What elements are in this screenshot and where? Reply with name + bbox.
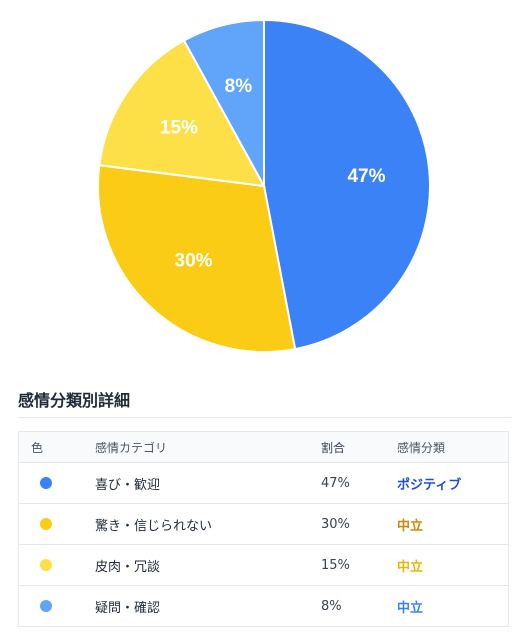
category-cell: 喜び・歓迎 <box>95 462 321 504</box>
category-cell: 疑問・確認 <box>95 600 161 616</box>
pie-slice <box>263 18 431 351</box>
section-title: 感情分類別詳細 <box>18 391 131 410</box>
header-category: 感情カテゴリ <box>95 431 321 463</box>
table-header-row: 色 感情カテゴリ 割合 感情分類 <box>18 431 509 463</box>
category-cell: 驚き・信じられない <box>95 503 321 545</box>
header-classification: 感情分類 <box>397 431 509 463</box>
classification-cell: 中立 <box>397 600 424 616</box>
color-dot <box>40 477 52 489</box>
ratio-cell: 30% <box>321 503 397 545</box>
classification-cell: ポジティブ <box>397 462 509 504</box>
classification-cell: 中立 <box>397 544 509 586</box>
table-row: 喜び・歓迎 47% ポジティブ <box>18 462 509 504</box>
ratio-cell: 15% <box>321 544 397 586</box>
ratio-cell: 47% <box>321 462 397 504</box>
emotion-detail-table: 色 感情カテゴリ 割合 感情分類 喜び・歓迎 47% ポジティブ 驚き・信じられ… <box>18 431 509 627</box>
color-dot <box>40 559 52 571</box>
table-row: 皮肉・冗談 15% 中立 <box>18 544 509 586</box>
pie-slice <box>98 39 266 188</box>
header-color: 色 <box>18 431 95 463</box>
pie-slice <box>182 18 265 187</box>
ratio-cell: 8% <box>321 598 342 614</box>
category-cell: 皮肉・冗談 <box>95 544 321 586</box>
section-divider <box>18 417 511 418</box>
slice-label: 15% <box>160 118 198 139</box>
color-dot <box>40 518 52 530</box>
pie-chart: 47% 30% 15% 8% <box>97 18 431 353</box>
color-dot <box>40 600 52 612</box>
slice-label: 30% <box>175 251 213 272</box>
pie-slice <box>97 164 297 353</box>
header-ratio: 割合 <box>321 431 397 463</box>
slice-label: 47% <box>347 166 385 187</box>
slice-label: 8% <box>225 76 253 97</box>
table-row: 疑問・確認 8% 中立 <box>19 586 509 627</box>
classification-cell: 中立 <box>397 503 509 545</box>
table-row: 驚き・信じられない 30% 中立 <box>18 503 509 545</box>
